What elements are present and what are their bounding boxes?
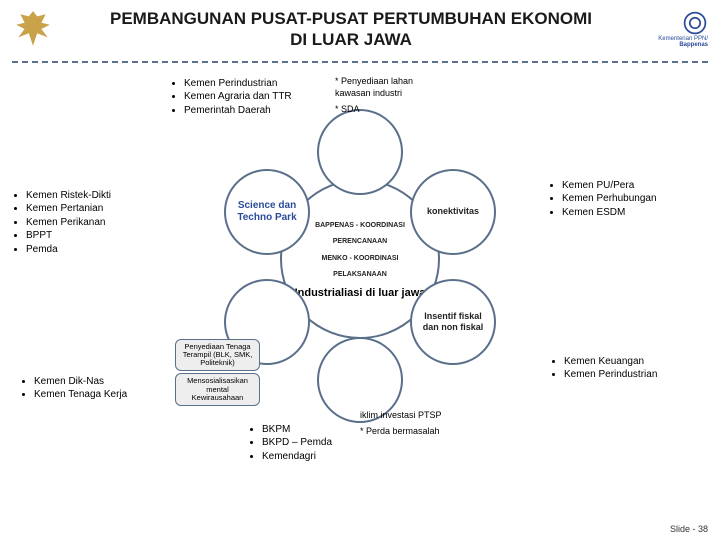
list-item: Kemen Perhubungan xyxy=(562,192,688,206)
list-item: Pemda xyxy=(26,243,142,257)
top-circle xyxy=(317,109,403,195)
list-item: Kemen Perindustrian xyxy=(184,77,330,91)
top-list: Kemen PerindustrianKemen Agraria dan TTR… xyxy=(170,77,330,118)
top-annot-1: * Penyediaan lahan kawasan industri xyxy=(335,75,445,99)
left-top-circle: Science dan Techno Park xyxy=(224,169,310,255)
list-item: BKPM xyxy=(262,423,348,437)
list-item: Pemerintah Daerah xyxy=(184,104,330,118)
center-text-2: PERENCANAAN xyxy=(295,234,426,250)
right-top-label: konektivitas xyxy=(423,202,483,220)
list-item: Kemendagri xyxy=(262,450,348,464)
page-title-line2: DI LUAR JAWA xyxy=(54,29,648,50)
bottom-right-list: Kemen KeuanganKemen Perindustrian xyxy=(550,355,710,382)
right-list: Kemen PU/PeraKemen PerhubunganKemen ESDM xyxy=(548,179,688,220)
garuda-logo xyxy=(12,8,54,50)
title-block: PEMBANGUNAN PUSAT-PUSAT PERTUMBUHAN EKON… xyxy=(54,8,648,51)
list-item: Kemen PU/Pera xyxy=(562,179,688,193)
bleft-annot-box: Penyediaan Tenaga Terampil (BLK, SMK, Po… xyxy=(175,339,260,409)
right-bot-label: Insentif fiskal dan non fiskal xyxy=(412,307,494,336)
list-item: Kemen Perindustrian xyxy=(564,368,710,382)
bappenas-logo: Kementerian PPN/ Bappenas xyxy=(648,10,708,48)
logo-right-text2: Bappenas xyxy=(679,42,708,48)
header: PEMBANGUNAN PUSAT-PUSAT PERTUMBUHAN EKON… xyxy=(0,0,720,55)
list-item: Kemen Dik-Nas xyxy=(34,375,170,389)
bot-annot-2: * Perda bermasalah xyxy=(360,425,470,437)
list-item: Kemen Ristek-Dikti xyxy=(26,189,142,203)
center-title: Industrialiasi di luar jawa xyxy=(295,287,426,299)
list-item: Kemen ESDM xyxy=(562,206,688,220)
right-bot-circle: Insentif fiskal dan non fiskal xyxy=(410,279,496,365)
list-item: Kemen Agraria dan TTR xyxy=(184,90,330,104)
bleft-annot-1: Penyediaan Tenaga Terampil (BLK, SMK, Po… xyxy=(175,339,260,372)
bot-annot-1: iklim investasi PTSP xyxy=(360,409,470,421)
list-item: Kemen Tenaga Kerja xyxy=(34,388,170,402)
list-item: Kemen Keuangan xyxy=(564,355,710,369)
center-text-4: PELAKSANAAN xyxy=(295,267,426,283)
bottom-list: BKPMBKPD – PemdaKemendagri xyxy=(248,423,348,464)
left-top-label: Science dan Techno Park xyxy=(226,196,308,227)
list-item: Kemen Perikanan xyxy=(26,216,142,230)
list-item: Kemen Pertanian xyxy=(26,202,142,216)
right-top-circle: konektivitas xyxy=(410,169,496,255)
bottom-annot: iklim investasi PTSP * Perda bermasalah xyxy=(360,409,470,437)
list-item: BKPD – Pemda xyxy=(262,436,348,450)
divider xyxy=(12,61,708,63)
page-title-line1: PEMBANGUNAN PUSAT-PUSAT PERTUMBUHAN EKON… xyxy=(54,8,648,29)
bottom-left-list: Kemen Dik-NasKemen Tenaga Kerja xyxy=(20,375,170,402)
center-text-1: BAPPENAS - KOORDINASI xyxy=(295,218,426,234)
bleft-annot-2: Mensosialisasikan mental Kewirausahaan xyxy=(175,373,260,406)
list-item: BPPT xyxy=(26,229,142,243)
venn-diagram: BAPPENAS - KOORDINASI PERENCANAAN MENKO … xyxy=(0,69,720,499)
top-annot: * Penyediaan lahan kawasan industri * SD… xyxy=(335,75,445,115)
slide-number: Slide - 38 xyxy=(670,524,708,534)
left-list: Kemen Ristek-DiktiKemen PertanianKemen P… xyxy=(12,189,142,257)
center-text-3: MENKO - KOORDINASI xyxy=(295,251,426,267)
top-annot-2: * SDA xyxy=(335,103,445,115)
